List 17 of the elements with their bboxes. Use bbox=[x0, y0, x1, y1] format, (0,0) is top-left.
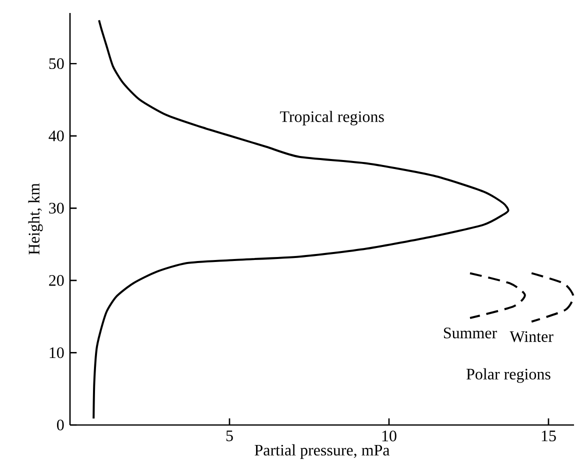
annotation: Polar regions bbox=[466, 368, 550, 383]
annotation: Tropical regions bbox=[280, 110, 384, 126]
y-tick-label: 20 bbox=[49, 275, 64, 286]
series-label: Winter bbox=[510, 331, 554, 342]
x-axis-title: Partial pressure, mPa bbox=[254, 444, 390, 459]
y-tick-label: 30 bbox=[49, 202, 64, 214]
x-tick-label: 15 bbox=[542, 430, 556, 442]
y-tick-label: 40 bbox=[48, 130, 64, 142]
y-tick-label: 0 bbox=[57, 420, 64, 430]
y-tick-label: 10 bbox=[50, 347, 64, 358]
line-series bbox=[469, 272, 526, 320]
x-tick-label: 5 bbox=[226, 430, 233, 442]
series-label: Summer bbox=[444, 328, 497, 338]
y-axis-title: Height, km bbox=[28, 183, 43, 255]
line-series bbox=[530, 272, 574, 323]
x-tick-label: 10 bbox=[382, 430, 396, 442]
y-tick-label: 50 bbox=[49, 58, 64, 70]
